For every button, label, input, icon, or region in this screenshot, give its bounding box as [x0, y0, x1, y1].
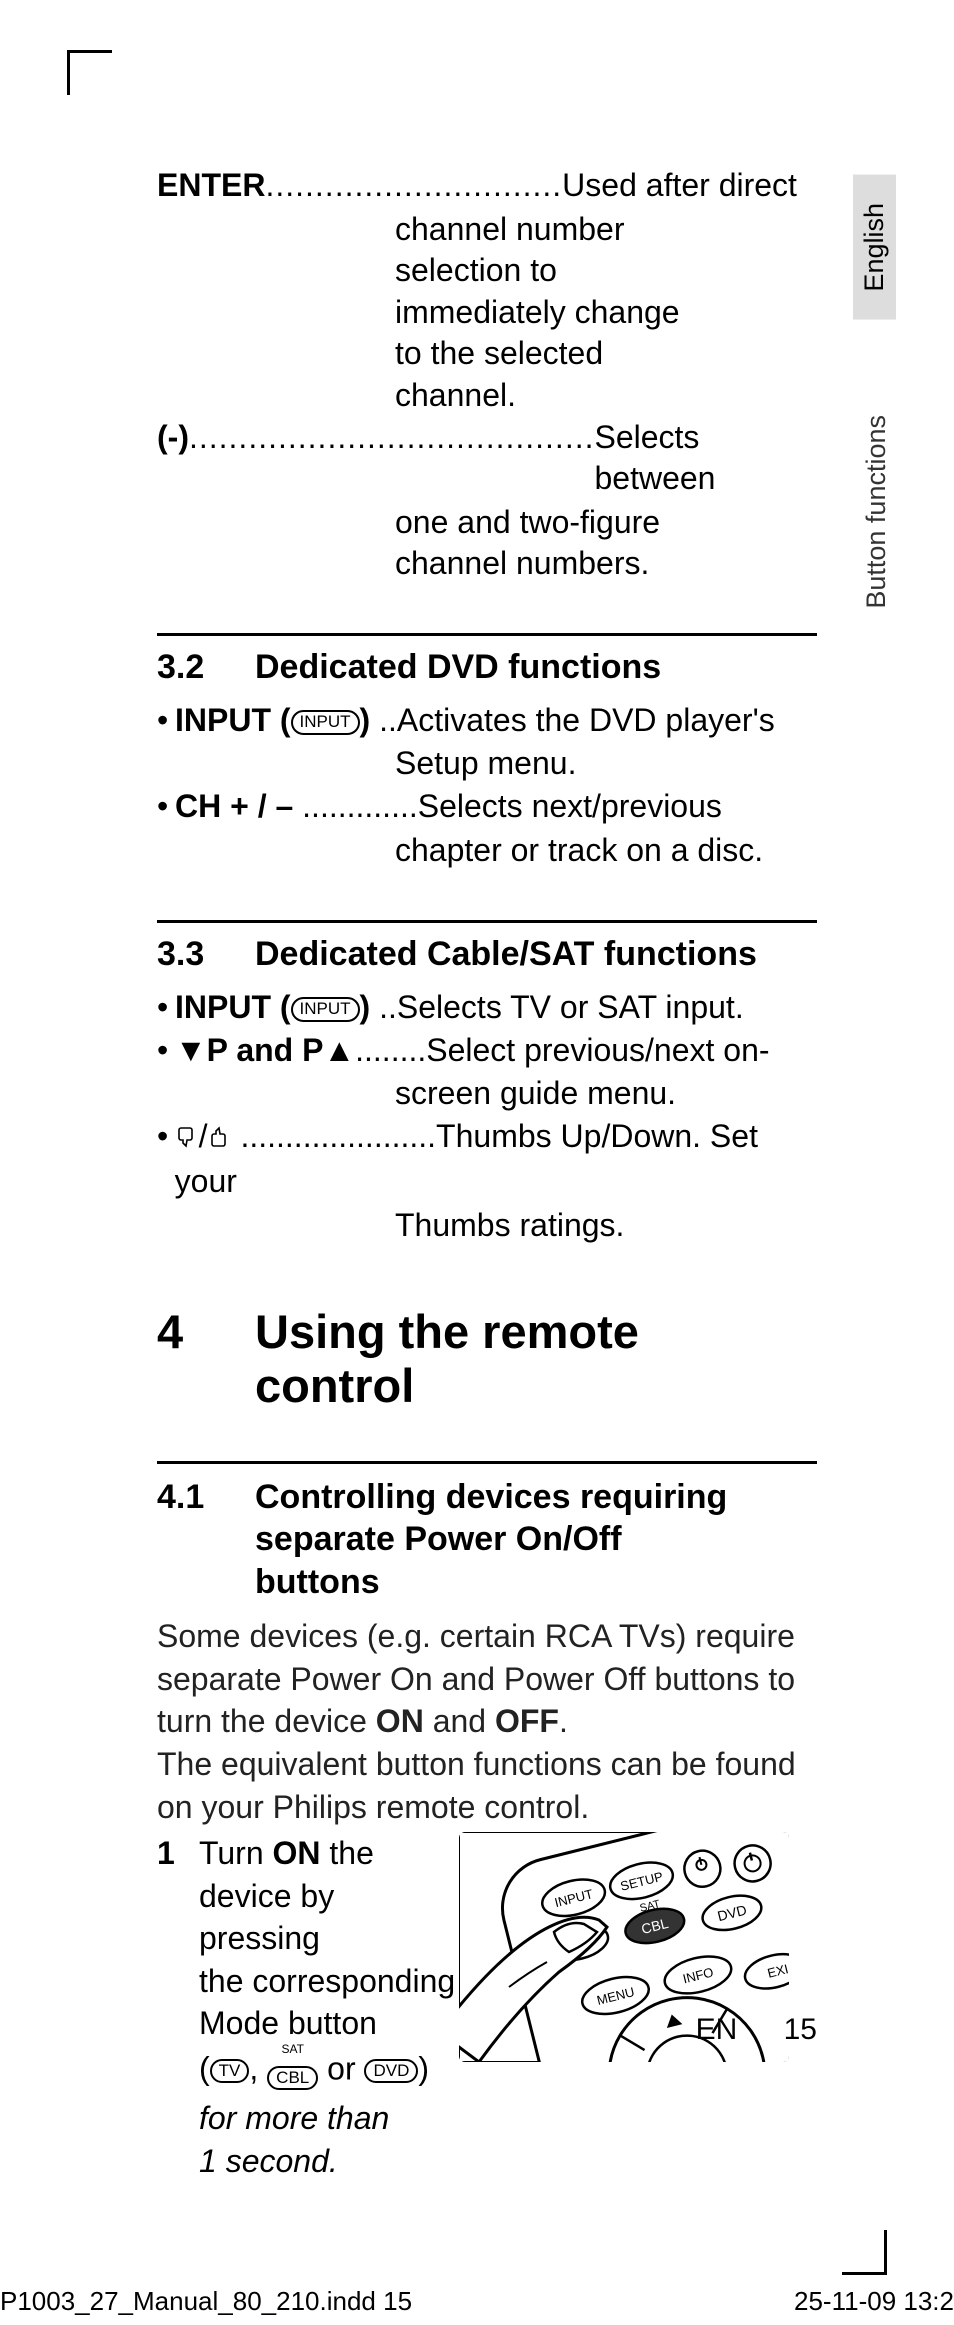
dots: ........: [355, 1032, 426, 1068]
crop-mark-br: [842, 2230, 887, 2275]
desc: Selects between: [594, 417, 817, 500]
step-1: 1 Turn ON the device by pressing the cor…: [157, 1832, 817, 2182]
term-close: ): [360, 989, 371, 1025]
step-num: 1: [157, 1832, 199, 2182]
thumbs-down-icon: [175, 1117, 199, 1160]
desc-line: to the selected: [395, 333, 817, 375]
body-text: Some devices (e.g. certain RCA TVs) requ…: [157, 1615, 817, 1828]
chapter-4-heading: 4 Using the remote control: [157, 1305, 817, 1413]
body-line: The equivalent button functions can be f…: [157, 1743, 817, 1786]
heading-3-2: 3.2 Dedicated DVD functions: [157, 648, 817, 687]
body-line: on your Philips remote control.: [157, 1786, 817, 1829]
item-thumbs: • / ......................Thumbs Up/Down…: [157, 1115, 817, 1247]
bullet: •: [157, 785, 175, 828]
body-line: turn the device ON and OFF.: [157, 1700, 817, 1743]
entry-enter: ENTER..............................Used …: [157, 165, 817, 417]
bullet: •: [157, 1115, 175, 1203]
page-content: ENTER..............................Used …: [157, 165, 817, 2182]
desc-line: Setup menu.: [395, 742, 817, 785]
desc-line: selection to: [395, 250, 817, 292]
desc-line: screen guide menu.: [395, 1072, 817, 1115]
indd-file: P1003_27_Manual_80_210.indd 15: [0, 2286, 412, 2317]
item-input-dvd: • INPUT (INPUT) ..Activates the DVD play…: [157, 699, 817, 785]
side-tab-english: English: [853, 175, 896, 320]
body-line: Some devices (e.g. certain RCA TVs) requ…: [157, 1615, 817, 1658]
desc: Used after direct: [562, 165, 817, 207]
footer-en: EN: [696, 2013, 738, 2046]
bullet: •: [157, 699, 175, 742]
footer-page: 15: [784, 2013, 817, 2046]
item-input-sat: • INPUT (INPUT) ..Selects TV or SAT inpu…: [157, 986, 817, 1029]
desc: Select previous/next on-: [426, 1032, 769, 1068]
entry-dash: (-).....................................…: [157, 417, 817, 585]
divider: [157, 633, 817, 636]
cbl-sat-pill-icon: SATCBL: [267, 2045, 318, 2097]
chapter-num: 4: [157, 1305, 255, 1413]
input-pill-icon: INPUT: [291, 710, 360, 735]
term-input: INPUT (: [175, 989, 291, 1025]
desc-line: channel.: [395, 375, 817, 417]
bullet: •: [157, 1029, 175, 1072]
desc-line: channel numbers.: [395, 543, 817, 585]
desc-line: channel number: [395, 209, 817, 251]
button-line: (TV, SATCBL or DVD): [199, 2045, 459, 2097]
chapter-title-l2: control: [255, 1359, 414, 1412]
dots: ........................................…: [189, 417, 595, 500]
sec-title-l3: buttons: [255, 1563, 380, 1601]
term-close: ): [360, 702, 371, 738]
term-enter: ENTER: [157, 165, 265, 207]
page-footer: EN 15: [696, 2013, 817, 2047]
sec-title-l2: separate Power On/Off: [255, 1520, 622, 1558]
desc: Selects next/previous: [418, 788, 722, 824]
sec-num: 4.1: [157, 1476, 255, 1604]
sec-num: 3.2: [157, 648, 255, 687]
dvd-pill-icon: DVD: [364, 2059, 418, 2084]
sec-num: 3.3: [157, 935, 255, 974]
divider: [157, 1461, 817, 1464]
dots: .............: [293, 788, 417, 824]
dots: ..............................: [265, 165, 562, 207]
item-ch: • CH + / – .............Selects next/pre…: [157, 785, 817, 871]
dots: ..: [370, 702, 397, 738]
body-line: separate Power On and Power Off buttons …: [157, 1658, 817, 1701]
bullet: •: [157, 986, 175, 1029]
term-input: INPUT (: [175, 702, 291, 738]
term-ch: CH + / –: [175, 788, 293, 824]
desc-line: chapter or track on a disc.: [395, 829, 817, 872]
tv-pill-icon: TV: [210, 2059, 250, 2084]
input-pill-icon: INPUT: [291, 997, 360, 1022]
sec-title: Dedicated Cable/SAT functions: [255, 935, 757, 974]
thumbs-up-icon: [208, 1117, 232, 1160]
desc-line: immediately change: [395, 292, 817, 334]
dots: ..: [370, 989, 397, 1025]
step-text: Turn ON the device by pressing the corre…: [199, 1832, 459, 2182]
dots: ......................: [232, 1118, 436, 1154]
term-p: ▼P and P▲: [175, 1032, 355, 1068]
heading-3-3: 3.3 Dedicated Cable/SAT functions: [157, 935, 817, 974]
chapter-title-l1: Using the remote: [255, 1305, 639, 1358]
side-tab-button-functions: Button functions: [861, 415, 892, 609]
crop-mark-tl: [67, 50, 112, 95]
heading-4-1: 4.1 Controlling devices requiring separa…: [157, 1476, 817, 1604]
desc-line: Thumbs ratings.: [395, 1204, 817, 1247]
sec-title: Dedicated DVD functions: [255, 648, 661, 687]
desc: Activates the DVD player's: [397, 702, 775, 738]
item-p-arrows: • ▼P and P▲........Select previous/next …: [157, 1029, 817, 1115]
remote-illustration: INPUT SETUP TV SAT: [459, 1832, 817, 2182]
indd-date: 25-11-09 13:2: [794, 2286, 954, 2317]
divider: [157, 920, 817, 923]
sec-title-l1: Controlling devices requiring: [255, 1478, 727, 1516]
term-dash: (-): [157, 417, 189, 500]
desc-line: one and two-figure: [395, 502, 817, 544]
desc: Selects TV or SAT input.: [397, 989, 744, 1025]
indd-footer: P1003_27_Manual_80_210.indd 15 25-11-09 …: [0, 2286, 954, 2317]
slash: /: [199, 1118, 208, 1154]
